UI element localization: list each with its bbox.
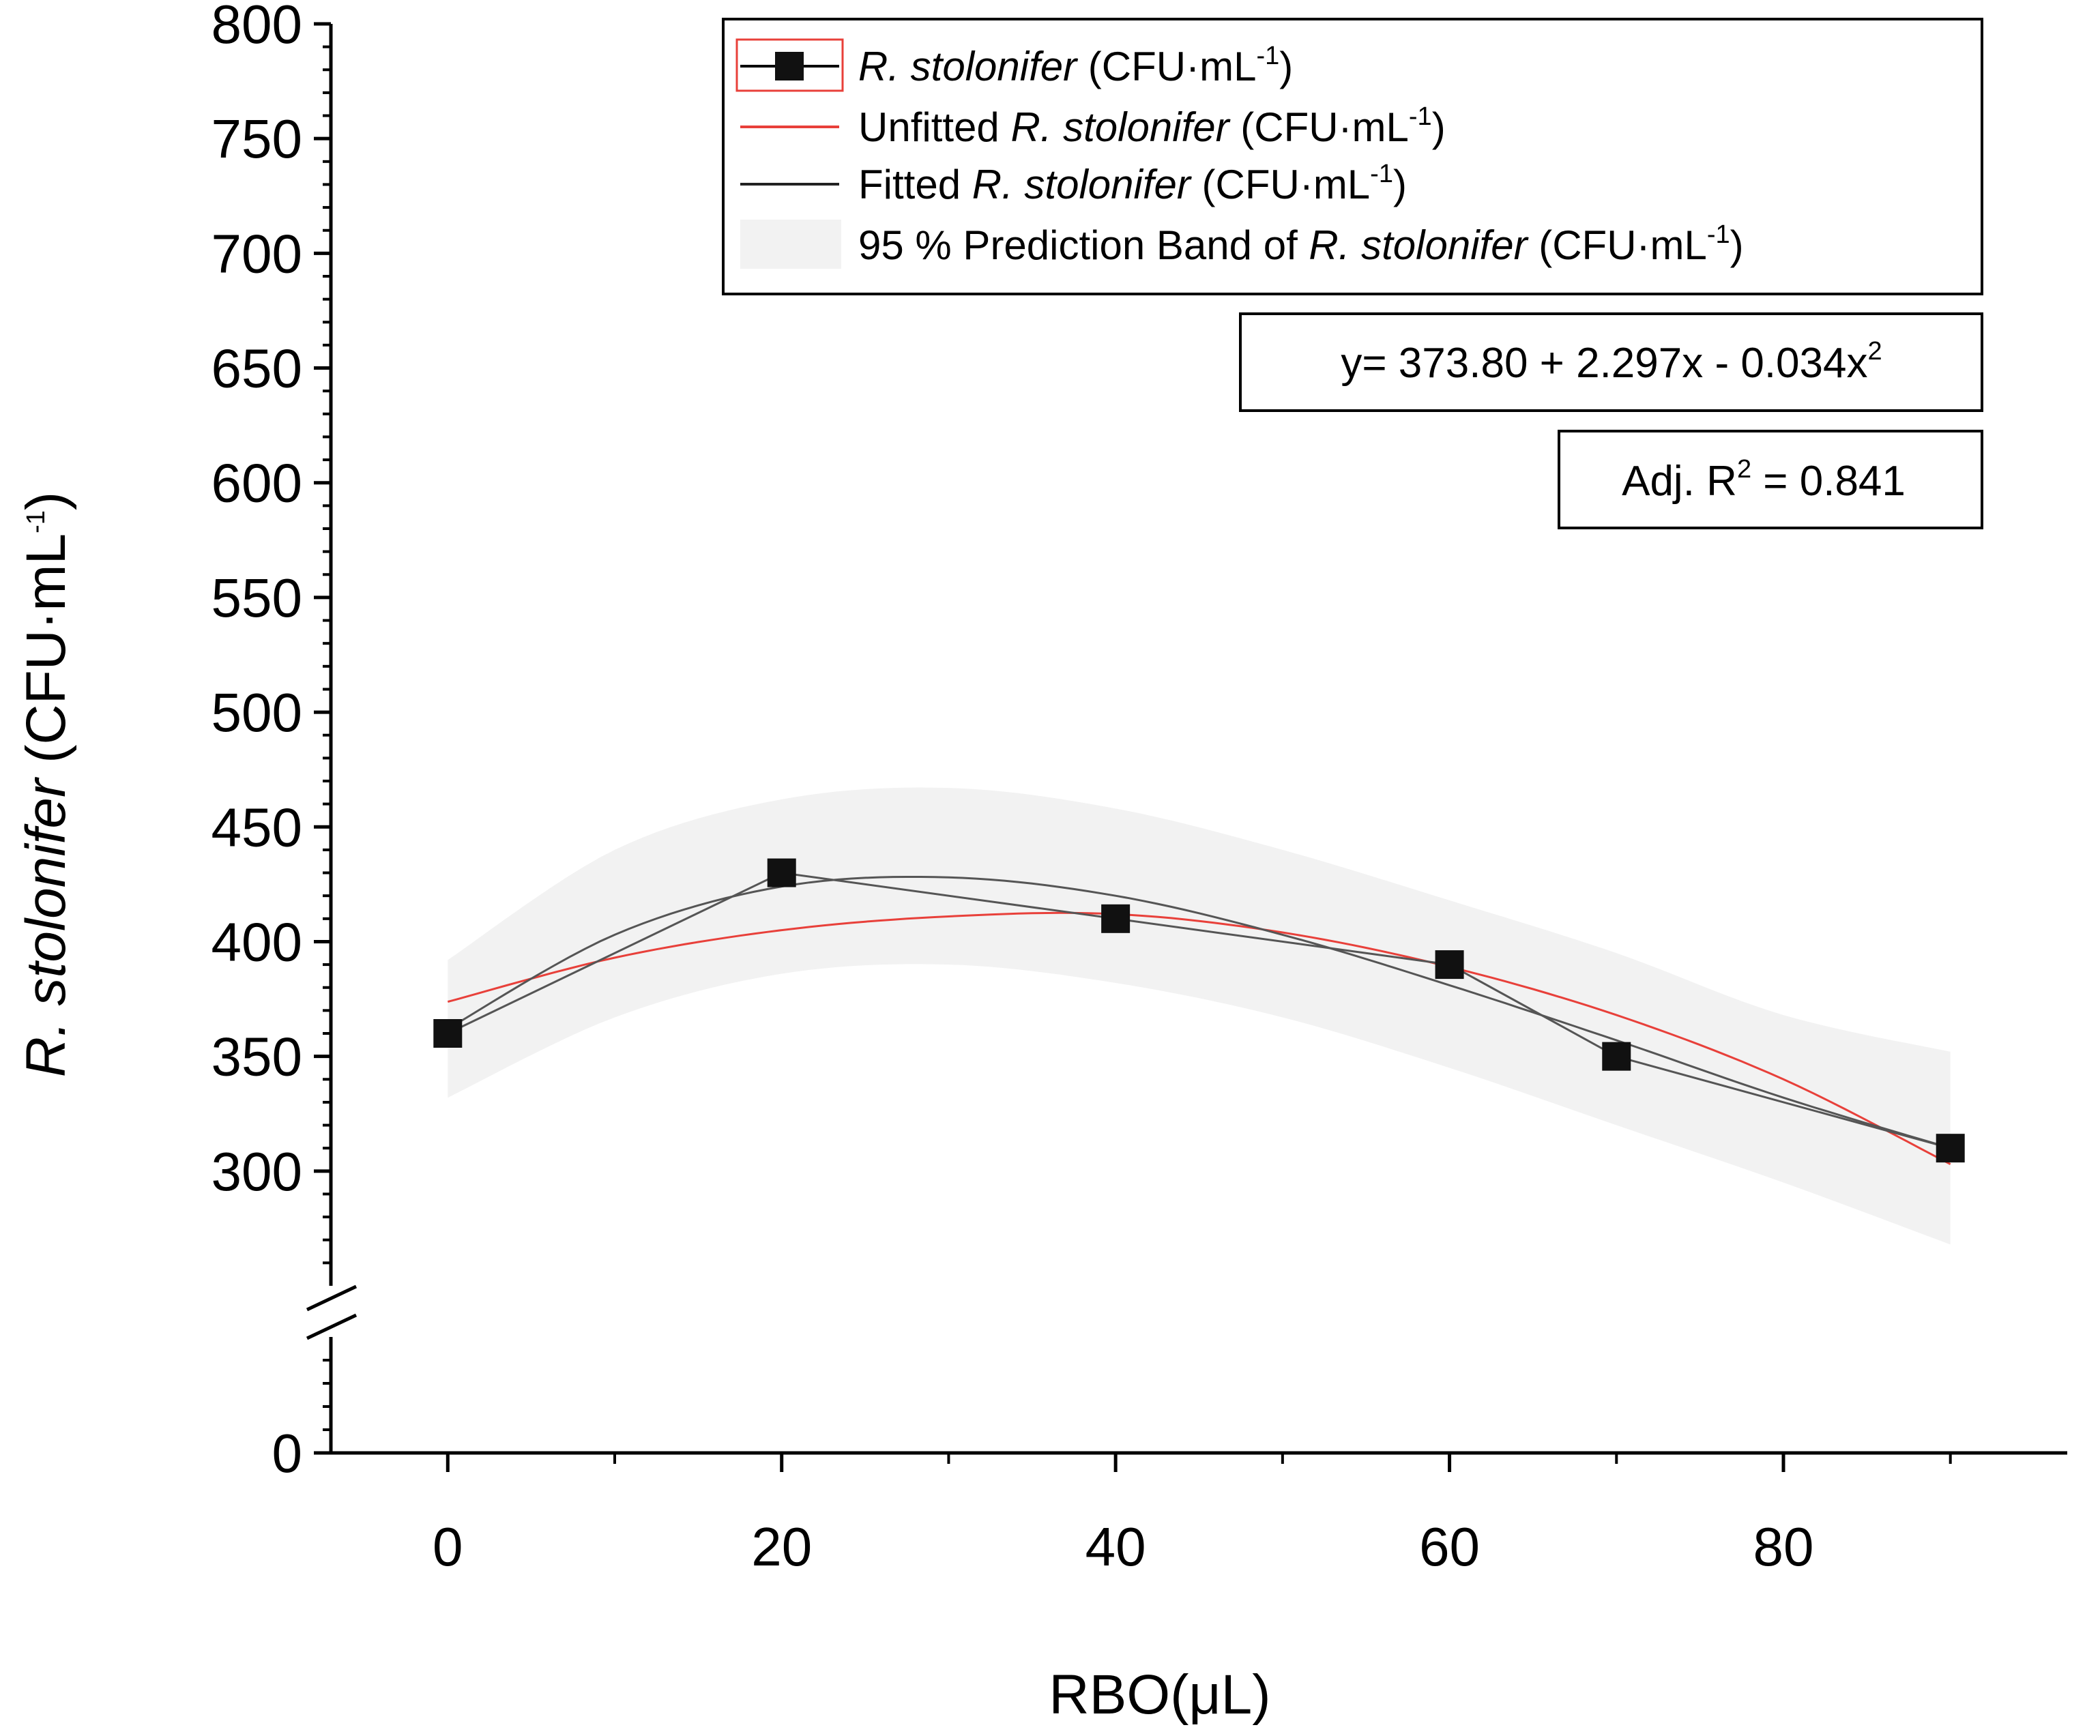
data-point [1936,1134,1965,1163]
r2-frame [1558,430,1983,529]
y-tick-label: 350 [212,1027,302,1087]
y-tick-label: 750 [212,108,302,169]
legend-label-band: 95 % Prediction Band of R. stolonifer (C… [858,220,1744,268]
data-point [1435,950,1464,980]
axis-break-mark-1 [306,1284,358,1312]
data-point [1602,1042,1631,1071]
x-tick-label: 80 [1753,1516,1813,1577]
data-point [1101,904,1131,933]
r2-box: Adj. R2 = 0.841 [1558,430,1983,529]
y-tick-label: 800 [212,0,302,55]
x-axis-title: RBO(μL) [1049,1664,1270,1726]
y-axis-title: R. stolonifer (CFU·mL-1) [15,492,77,1077]
prediction-band [448,787,1951,1245]
unfitted-curve [447,911,1951,1166]
legend-label-data: R. stolonifer (CFU·mL-1) [858,42,1293,89]
y-tick-label: 600 [212,453,302,514]
x-axis: 0 20 40 60 80 [331,1451,2067,1577]
legend-label-fitted: Fitted R. stolonifer (CFU·mL-1) [858,160,1407,207]
legend-label-unfitted: Unfitted R. stolonifer (CFU·mL-1) [858,102,1446,150]
equation-frame [1239,312,1983,412]
data-point [767,858,796,887]
r2-text: Adj. R2 = 0.841 [1622,455,1906,505]
y-tick-label: 450 [212,797,302,857]
y-tick-label: 700 [212,223,302,284]
x-tick-label: 0 [433,1516,463,1577]
y-tick-label: 400 [212,911,302,972]
data-connecting-line [447,871,1951,1149]
legend-symbol-frame [735,38,844,92]
legend: R. stolonifer (CFU·mL-1) Unfitted R. sto… [722,18,1983,295]
fitted-curve [447,876,1951,1149]
data-point [433,1019,463,1048]
equation-box: y= 373.80 + 2.297x - 0.034x2 [1239,312,1983,412]
y-axis: 300 350 400 450 500 550 600 650 700 750 800 0 [212,0,358,1484]
equation-text: y= 373.80 + 2.297x - 0.034x2 [1341,337,1882,387]
y-tick-label: 550 [212,568,302,628]
y-tick-label: 500 [212,682,302,743]
axis-break-mark-2 [306,1313,358,1340]
x-tick-label: 60 [1419,1516,1480,1577]
x-tick-label: 40 [1085,1516,1146,1577]
y-tick-label: 650 [212,338,302,399]
legend-symbol-square [775,52,804,80]
y-ticks: 300 350 400 450 500 550 600 650 700 750 800 0 [212,0,331,1484]
legend-frame [722,18,1983,295]
x-tick-label: 20 [751,1516,812,1577]
x-ticks: 0 20 40 60 80 [433,1453,1952,1577]
y-tick-label-zero: 0 [272,1423,303,1484]
legend-symbol-band [740,220,841,269]
data-points [433,858,1965,1163]
y-tick-label: 300 [212,1141,302,1202]
